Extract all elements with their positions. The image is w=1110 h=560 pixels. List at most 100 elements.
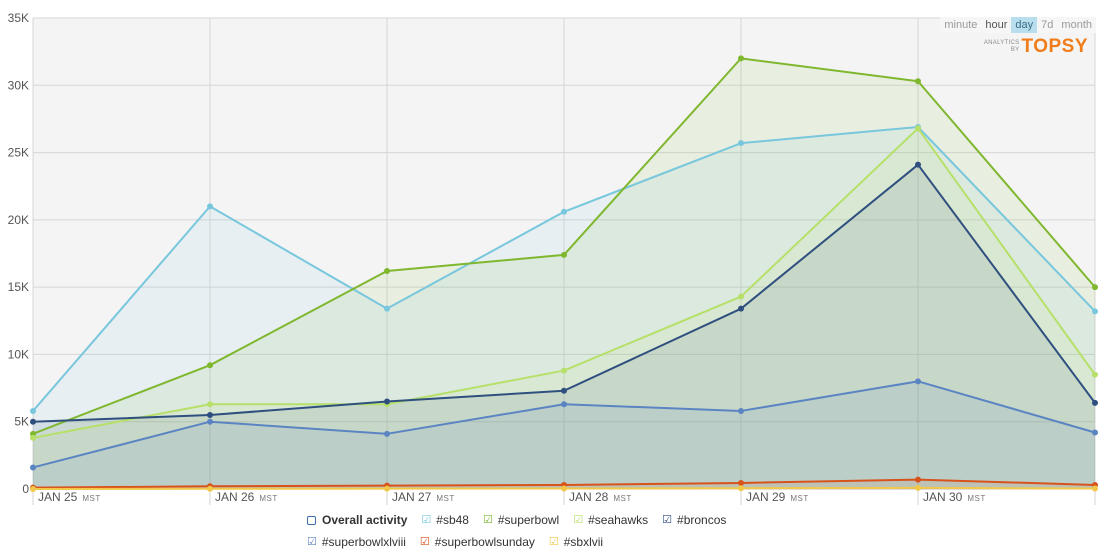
x-tick-date: JAN 29 [746,490,786,504]
y-tick-label: 30K [8,78,29,92]
point-superbowlxlviii-6 [1092,429,1098,436]
legend-item-superbowlxlviii[interactable]: ☑ #superbowlxlviii [307,535,406,549]
range-option-month[interactable]: month [1057,17,1096,33]
point-sb48-3 [561,208,567,215]
range-option-day[interactable]: day [1011,17,1038,33]
point-seahawks-1 [207,401,213,408]
point-seahawks-5 [915,125,921,132]
point-sb48-6 [1092,308,1098,315]
point-broncos-4 [738,305,744,312]
point-superbowlxlviii-5 [915,378,921,385]
checkbox-checked-icon[interactable]: ☑ [421,514,432,526]
legend-overall-activity[interactable]: Overall activity [307,513,407,527]
point-superbowl-2 [384,267,390,274]
x-tick-timezone: MST [436,494,454,503]
legend-item-sbxlvii[interactable]: ☑ #sbxlvii [549,535,603,549]
point-superbowl-5 [915,78,921,85]
point-sbxlvii-1 [207,485,213,492]
topsy-brand: ANALYTICS BY TOPSY [984,36,1088,58]
x-tick-date: JAN 26 [215,490,255,504]
y-tick-label: 25K [8,146,29,160]
y-tick-label: 0 [22,482,29,496]
legend-item-broncos[interactable]: ☑ #broncos [662,513,726,527]
point-broncos-1 [207,411,213,418]
checkbox-checked-icon[interactable]: ☑ [573,514,584,526]
area-superbowl [33,58,1095,489]
area-sb48 [33,127,1095,489]
series-points [30,55,1098,492]
point-sbxlvii-2 [384,485,390,492]
x-tick-label: JAN 27 MST [392,490,455,504]
range-option-hour[interactable]: hour [981,17,1012,33]
checkbox-checked-icon[interactable]: ☑ [548,536,559,548]
x-tick-date: JAN 25 [38,490,78,504]
legend-item-sb48[interactable]: ☑ #sb48 [421,513,469,527]
point-superbowlxlviii-4 [738,407,744,414]
area-seahawks [33,128,1095,489]
point-broncos-5 [915,161,921,168]
point-sb48-1 [207,203,213,210]
range-option-7d[interactable]: 7d [1037,17,1058,33]
point-seahawks-6 [1092,371,1098,378]
point-sb48-0 [30,407,36,414]
point-sbxlvii-6 [1092,485,1098,492]
point-seahawks-0 [30,434,36,441]
point-superbowlxlviii-2 [384,430,390,437]
brand-analytics-by: ANALYTICS BY [983,40,1020,53]
range-option-minute[interactable]: minute [940,17,982,33]
point-sbxlvii-4 [738,485,744,492]
point-superbowlsunday-4 [738,479,744,486]
x-tick-label: JAN 25 MST [38,490,101,504]
legend-label: #superbowlsunday [434,535,535,549]
legend-row-1: Overall activity ☑ #sb48 ☑ #superbowl ☑ #seah… [307,513,740,527]
y-tick-label: 35K [8,11,29,25]
x-tick-timezone: MST [82,494,100,503]
x-tick-date: JAN 27 [392,490,432,504]
legend-label: #sb48 [436,513,469,527]
legend-item-superbowlsunday[interactable]: ☑ #superbowlsunday [420,535,535,549]
y-tick-label: 15K [8,280,29,294]
point-seahawks-4 [738,293,744,300]
checkbox-checked-icon[interactable]: ☑ [419,536,430,548]
point-seahawks-3 [561,367,567,374]
legend-label: #superbowlxlviii [321,535,406,549]
area-superbowlxlviii [33,381,1095,489]
point-superbowlxlviii-3 [561,401,567,408]
y-axis-labels: 0 5K 10K 15K 20K 25K 30K 35K [8,11,30,496]
y-tick-label: 10K [8,347,29,361]
checkbox-unchecked-icon[interactable] [307,515,316,525]
x-tick-label: JAN 26 MST [215,490,278,504]
legend-row-2: ☑ #superbowlxlviii ☑ #superbowlsunday ☑ #sbxl… [307,535,617,549]
area-broncos [33,164,1095,489]
point-superbowlxlviii-1 [207,418,213,425]
legend-label: #sbxlvii [563,535,604,549]
x-tick-timezone: MST [790,494,808,503]
legend-label: #superbowl [497,513,560,527]
checkbox-checked-icon[interactable]: ☑ [307,536,317,548]
point-superbowl-1 [207,362,213,369]
point-superbowlsunday-5 [915,476,921,483]
point-superbowlxlviii-0 [30,464,36,471]
point-sbxlvii-3 [561,485,567,492]
point-broncos-2 [384,398,390,405]
legend-item-superbowl[interactable]: ☑ #superbowl [483,513,559,527]
x-tick-label: JAN 30 MST [923,490,986,504]
point-sb48-4 [738,140,744,147]
y-tick-label: 20K [8,213,29,227]
x-tick-timezone: MST [967,494,985,503]
x-tick-label: JAN 29 MST [746,490,809,504]
x-axis-labels: JAN 25 MST JAN 26 MST JAN 27 MST JAN 28 MST JAN … [38,490,986,504]
x-tick-date: JAN 30 [923,490,963,504]
y-tick-label: 5K [14,415,29,429]
legend-label: #seahawks [588,513,649,527]
legend-label: #broncos [677,513,727,527]
legend-item-seahawks[interactable]: ☑ #seahawks [573,513,648,527]
point-broncos-0 [30,418,36,425]
checkbox-checked-icon[interactable]: ☑ [662,514,673,526]
topsy-logo: TOPSY [1021,36,1088,57]
area-chart: 0 5K 10K 15K 20K 25K 30K 35K JAN 25 MST JAN 26 MST… [8,11,1098,505]
x-tick-label: JAN 28 MST [569,490,632,504]
series-areas [33,58,1095,489]
checkbox-checked-icon[interactable]: ☑ [482,514,493,526]
point-sbxlvii-5 [915,484,921,491]
